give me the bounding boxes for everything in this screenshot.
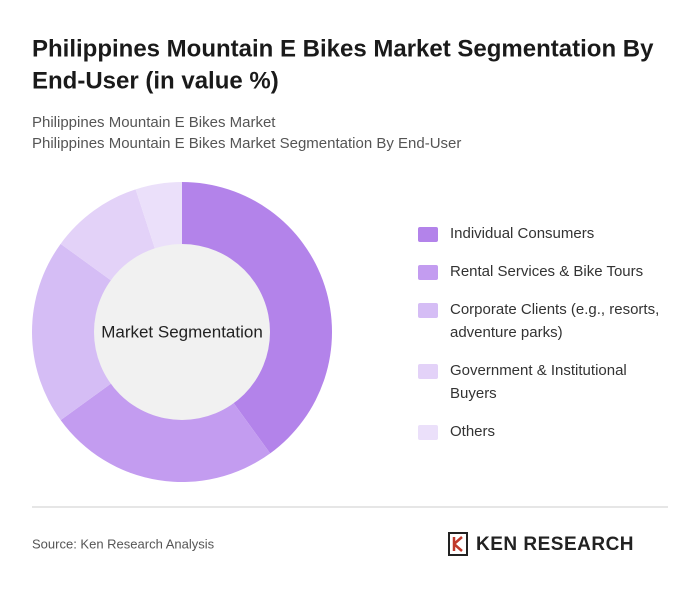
logo-text: KEN RESEARCH bbox=[476, 534, 634, 555]
legend-label: Rental Services & Bike Tours bbox=[450, 263, 643, 280]
logo: KEN RESEARCH bbox=[448, 532, 634, 556]
chart-title: End-User (in value %) bbox=[32, 67, 279, 94]
legend-swatch bbox=[418, 425, 438, 440]
legend-label: Individual Consumers bbox=[450, 225, 594, 242]
legend-label: Corporate Clients (e.g., resorts, bbox=[450, 301, 659, 318]
legend-swatch bbox=[418, 364, 438, 379]
legend-swatch bbox=[418, 227, 438, 242]
legend-label: Government & Institutional bbox=[450, 362, 627, 379]
logo-icon bbox=[452, 536, 463, 552]
legend-label: adventure parks) bbox=[450, 324, 563, 341]
legend-swatch bbox=[418, 303, 438, 318]
source: Source: Ken Research Analysis bbox=[32, 536, 215, 551]
center-label: Market Segmentation bbox=[101, 322, 263, 341]
subtitle: Philippines Mountain E Bikes Market bbox=[32, 114, 276, 131]
logo-icon bbox=[448, 532, 468, 556]
chart-title: Philippines Mountain E Bikes Market Segm… bbox=[32, 35, 654, 62]
subtitle: Philippines Mountain E Bikes Market Segm… bbox=[32, 135, 461, 152]
legend-label: Buyers bbox=[450, 385, 497, 402]
legend-swatch bbox=[418, 265, 438, 280]
donut-hole bbox=[94, 244, 270, 420]
legend-label: Others bbox=[450, 423, 495, 440]
legend: Individual Consumers Rental Services & Bi… bbox=[418, 225, 659, 440]
